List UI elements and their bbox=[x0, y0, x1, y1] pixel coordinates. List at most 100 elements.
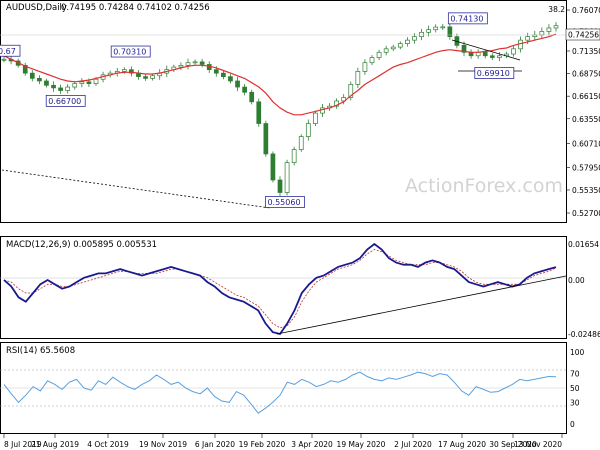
candle-body bbox=[412, 36, 417, 41]
candle-body bbox=[263, 123, 269, 155]
rsi-y-tick-label: 0 bbox=[570, 420, 575, 429]
candle-body bbox=[383, 48, 389, 53]
candle-body bbox=[129, 69, 134, 74]
candle-body bbox=[305, 123, 311, 137]
candle-body bbox=[426, 29, 431, 33]
candle-body bbox=[22, 64, 28, 74]
annotations: 0.67 0.70310 0.66700 0.55060 0.74130 0.69910 bbox=[0, 12, 515, 208]
candle-body bbox=[178, 64, 184, 68]
annotation-box bbox=[265, 196, 305, 208]
candle-body bbox=[419, 31, 424, 38]
candle-body bbox=[199, 61, 205, 65]
candle-body bbox=[72, 83, 78, 88]
candle-body bbox=[150, 75, 155, 79]
candle-body bbox=[1, 58, 7, 61]
candle-body bbox=[235, 80, 240, 88]
x-tick-label: 21 Aug 2019 bbox=[31, 440, 79, 449]
macd-line bbox=[3, 242, 557, 336]
macd-panel-frame bbox=[0, 236, 567, 339]
candle-series bbox=[1, 22, 559, 197]
candle-body bbox=[355, 71, 361, 85]
last-price-box bbox=[565, 28, 600, 41]
candle-body bbox=[242, 86, 247, 93]
candle-body bbox=[497, 55, 502, 58]
candle-body bbox=[284, 162, 290, 193]
price-y-tick-label: 0.68750 bbox=[572, 70, 600, 79]
candle-body bbox=[277, 179, 283, 193]
price-y-tick-label: 0.60710 bbox=[572, 139, 600, 148]
candle-body bbox=[143, 76, 148, 79]
candle-body bbox=[228, 76, 233, 82]
candle-body bbox=[192, 61, 198, 64]
annotation-box bbox=[474, 67, 515, 79]
price-y-tick-label: 0.57950 bbox=[572, 163, 600, 172]
candle-body bbox=[553, 25, 559, 29]
annotation-box bbox=[45, 94, 86, 107]
candle-body bbox=[341, 97, 347, 102]
price-y-tick-label: 0.63550 bbox=[572, 115, 600, 124]
rsi-y-tick-label: 70 bbox=[570, 370, 580, 379]
annotation-label: 0.74130 bbox=[450, 14, 483, 23]
x-tick-label: 2 Jul 2020 bbox=[394, 440, 432, 449]
candle-body bbox=[270, 153, 276, 181]
candle-body bbox=[213, 69, 219, 74]
macd-y-tick-label: -0.02486 bbox=[568, 330, 600, 339]
top-right-label: 38.2 bbox=[548, 5, 565, 14]
rsi-line bbox=[3, 371, 557, 414]
x-tick-label: 19 Nov 2019 bbox=[139, 440, 187, 449]
candle-body bbox=[291, 149, 297, 163]
candle-body bbox=[65, 86, 71, 91]
annotation-box bbox=[0, 44, 21, 57]
candle-body bbox=[86, 81, 92, 84]
moving-average-line bbox=[3, 33, 557, 116]
x-tick-label: 13 Nov 2020 bbox=[514, 440, 562, 449]
candle-body bbox=[348, 84, 354, 98]
annotation-label: 0.70310 bbox=[113, 48, 146, 57]
candle-body bbox=[440, 26, 446, 29]
candle-body bbox=[461, 45, 467, 53]
price-y-tick-label: 0.52700 bbox=[572, 209, 600, 218]
rsi-y-tick-label: 50 bbox=[570, 384, 580, 393]
candle-body bbox=[121, 69, 127, 72]
rsi-y-tick-label: 30 bbox=[570, 398, 580, 407]
candle-body bbox=[525, 36, 531, 41]
price-panel-frame bbox=[0, 0, 567, 223]
candle-body bbox=[334, 100, 339, 107]
candle-body bbox=[405, 39, 410, 44]
candle-body bbox=[369, 57, 375, 64]
annotation-label: 0.66700 bbox=[48, 97, 81, 106]
x-tick-label: 30 Sep 2020 bbox=[489, 440, 537, 449]
price-y-tick-label: 0.71350 bbox=[572, 47, 600, 56]
candle-body bbox=[313, 112, 318, 124]
x-tick-label: 8 Jul 2019 bbox=[4, 440, 42, 449]
candle-body bbox=[37, 78, 42, 82]
x-tick-label: 6 Jan 2020 bbox=[195, 440, 235, 449]
candle-body bbox=[546, 27, 552, 32]
x-tick-label: 19 May 2020 bbox=[337, 440, 386, 449]
candle-body bbox=[58, 87, 63, 91]
candle-body bbox=[539, 31, 545, 36]
candle-body bbox=[256, 101, 262, 124]
macd-y-tick-label: 0.01654 bbox=[568, 240, 599, 249]
candle-body bbox=[390, 46, 396, 50]
candle-body bbox=[376, 51, 382, 58]
price-y-tick-label: 0.66150 bbox=[572, 92, 600, 101]
x-tick-label: 17 Aug 2020 bbox=[438, 440, 486, 449]
macd-y-axis: 0.01654 0.00 -0.02486 bbox=[568, 240, 600, 339]
watermark: ActionForex.com bbox=[405, 175, 563, 197]
last-price-label: 0.74256 bbox=[568, 31, 599, 40]
candle-body bbox=[79, 81, 85, 84]
annotation-label: 0.67 bbox=[0, 47, 16, 56]
annotation-box bbox=[447, 12, 488, 25]
candle-body bbox=[489, 55, 495, 58]
macd-y-tick-label: 0.00 bbox=[568, 276, 585, 285]
annotation-label: 0.69910 bbox=[477, 69, 510, 78]
candle-body bbox=[397, 43, 403, 48]
annotation-box bbox=[110, 45, 151, 58]
macd-trendline bbox=[276, 275, 567, 335]
candle-body bbox=[447, 26, 453, 38]
x-tick-label: 4 Oct 2019 bbox=[87, 440, 129, 449]
x-tick-label: 19 Feb 2020 bbox=[239, 440, 286, 449]
